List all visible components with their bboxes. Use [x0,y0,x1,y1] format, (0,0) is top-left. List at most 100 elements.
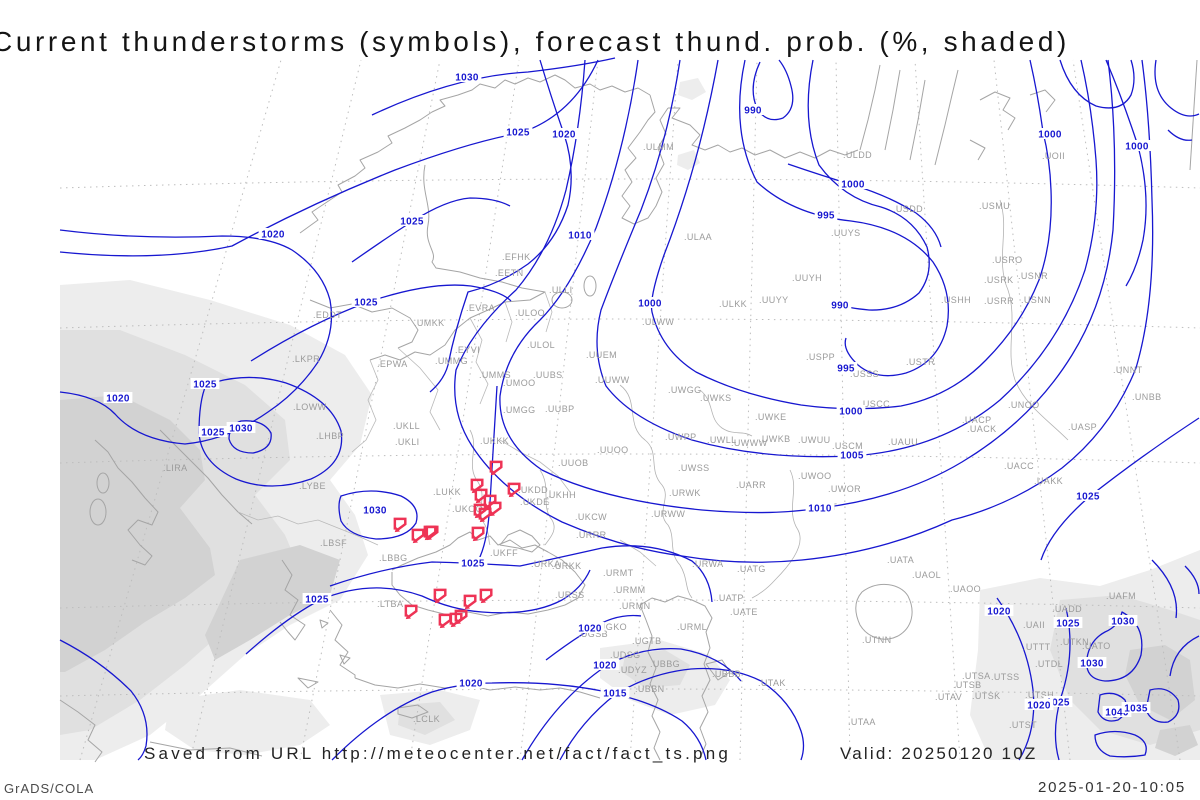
isobar-1010 [499,59,1116,514]
isobar-label-box [741,104,765,115]
coastline-caspian-east [639,595,713,759]
station-label-usmu: .USMU [979,201,1010,211]
isobar-label-1000: 1000 [638,299,662,310]
isobar-ne-curl [1059,59,1135,109]
station-label-evra: .EVRA [466,303,495,313]
station-label-urwk: .URWK [669,488,701,498]
isobar-label-995: 995 [837,364,855,375]
isobar-1020-south [331,682,707,761]
isobar-label-1025: 1025 [1046,698,1070,709]
station-label-uate: .UATE [730,607,758,617]
isobar-label-1025: 1025 [1056,619,1080,630]
isobar-1020-se [996,597,1035,761]
thunderstorm-symbol [463,594,477,611]
isobar-label-995: 995 [817,211,835,222]
station-label-usdd: .USDD [893,204,923,214]
isobar-label-1025: 1025 [193,380,217,391]
map-edge-line [1189,59,1198,171]
isobar-label-1030: 1030 [455,73,479,84]
isobar-990-loop [752,59,794,121]
station-label-ukll: .UKLL [393,421,420,431]
isobar-1025-east-diag [1040,417,1200,561]
station-label-uwoo: .UWOO [798,471,832,481]
station-label-usro: .USRO [992,255,1023,265]
isobar-label-box [814,209,838,220]
coastline-cyprus [397,704,429,719]
station-label-ulaa: .ULAA [684,232,712,242]
station-label-usss: .USSS [850,369,879,379]
station-label-utsh: .UTSH [1025,690,1054,700]
isobar-label-1030: 1030 [1080,659,1104,670]
coastline-arctic [668,107,859,159]
station-label-ukff: .UKFF [490,548,518,558]
coastline-corsica [96,472,110,494]
station-label-uasp: .UASP [1068,422,1097,432]
station-label-uafm: .UAFM [1106,591,1136,601]
isobar-label-box [302,593,332,604]
coastline-aral [855,584,913,640]
isobar-1000-ne-corner [1105,59,1147,287]
isobar-label-box [1108,615,1138,626]
isobar-label-1030: 1030 [1111,617,1135,628]
isobar-west-med [59,639,148,761]
station-label-uatp: .UATP [716,593,744,603]
shade-region [1155,725,1198,756]
station-label-ustr: .USTR [906,357,935,367]
isobar-label-1020: 1020 [106,394,130,405]
station-label-urka: .URKA [531,559,561,569]
station-label-urml: .URML [677,622,707,632]
station-label-lybe: .LYBE [299,481,326,491]
river-dnieper [469,429,491,546]
isobar-label-1030: 1030 [229,424,253,435]
isobar-label-box [1077,657,1107,668]
station-label-uwuu: .UWUU [798,435,831,445]
isobar-layer [59,57,1200,761]
isobar-label-1030: 1030 [363,506,387,517]
isobar-1025-turkey [245,569,591,655]
shade-region [398,702,455,735]
station-label-eyvi: .EYVI [455,345,480,355]
coastline-crete-islands [297,619,351,689]
station-label-ulww: .ULWW [642,317,674,327]
parallel-line [59,318,1200,329]
isobar-label-1025: 1025 [506,128,530,139]
thunderstorm-symbol [404,604,418,621]
station-label-uwww: .UWWW [731,438,768,448]
isobar-label-1020: 1020 [1027,701,1051,712]
isobar-1015-caucasus [559,667,805,761]
station-label-uaol: .UAOL [912,570,941,580]
meridian-line [409,59,520,761]
isobar-label-1000: 1000 [839,407,863,418]
station-label-ushh: .USHH [941,295,971,305]
coastline-africa [59,699,263,763]
station-label-utss: .UTSS [991,672,1020,682]
station-label-utkn: .UTKN [1060,637,1089,647]
station-label-uwke: .UWKE [755,412,787,422]
station-label-urrr: .URRR [576,530,607,540]
isobar-label-1020: 1020 [987,607,1011,618]
parallel-line [59,688,1200,697]
coastline-black-sea-north [391,531,586,606]
river-kama [699,389,753,437]
coastline-italy [94,439,159,566]
isobar-label-box [1073,490,1103,501]
station-label-uuys: .UUYS [831,228,861,238]
station-label-udsg: .UDSG [610,650,641,660]
isobar-label-box [258,228,288,239]
station-label-uuyh: .UUYH [792,273,822,283]
station-label-urww: .URWW [651,509,685,519]
isobar-label-box [565,229,595,240]
saved-url-text: Saved from URL http://meteocenter.net/fa… [144,744,732,763]
station-label-urmm: .URMM [613,585,646,595]
isobar-label-1025: 1025 [1076,492,1100,503]
isobar-1025-ns-branch [477,385,498,562]
station-label-uuem: .UUEM [586,350,617,360]
station-label-ulkk: .ULKK [719,299,747,309]
station-label-lbbg: .LBBG [379,553,408,563]
station-label-utst: .UTST [1009,720,1037,730]
station-label-ubbb: .UBBB [712,669,741,679]
isobar-label-box [1035,128,1065,139]
coastline-layer [59,64,1069,763]
isobar-1025-branch [351,197,511,263]
station-label-uauu: .UAUU [888,437,918,447]
